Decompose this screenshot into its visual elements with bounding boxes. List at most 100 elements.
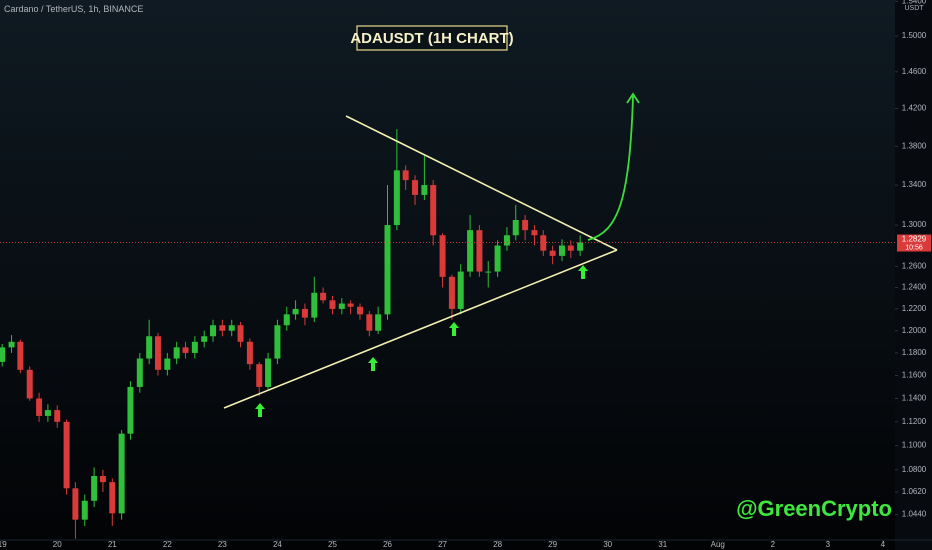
candle-body bbox=[36, 398, 43, 416]
candle-body bbox=[549, 250, 556, 256]
candle-body bbox=[17, 341, 24, 370]
candle-body bbox=[182, 347, 189, 353]
current-price-label: 1.2829 bbox=[902, 235, 927, 244]
support-arrow bbox=[255, 403, 265, 417]
candle-body bbox=[412, 180, 419, 195]
y-tick-label: 1.1400 bbox=[902, 394, 927, 403]
candle-body bbox=[567, 245, 574, 251]
x-tick-label: 25 bbox=[328, 540, 337, 549]
candle-body bbox=[8, 341, 15, 348]
candle-body bbox=[384, 225, 391, 315]
candle-body bbox=[219, 325, 226, 331]
x-tick-label: 20 bbox=[53, 540, 62, 549]
y-tick-label: 1.5400 bbox=[902, 0, 927, 5]
candle-body bbox=[439, 235, 446, 277]
y-tick-label: 1.3400 bbox=[902, 180, 927, 189]
triangle-lower-line bbox=[223, 249, 618, 409]
candle-body bbox=[476, 230, 483, 272]
x-tick-label: 2 bbox=[771, 540, 776, 549]
y-tick-label: 1.1200 bbox=[902, 417, 927, 426]
x-tick-label: 24 bbox=[273, 540, 282, 549]
candle-body bbox=[540, 235, 547, 251]
candle-body bbox=[228, 325, 235, 331]
y-tick-label: 1.0800 bbox=[902, 465, 927, 474]
y-tick-label: 1.3000 bbox=[902, 220, 927, 229]
candle-body bbox=[577, 242, 584, 251]
candle-body bbox=[457, 271, 464, 309]
candle-body bbox=[54, 410, 61, 422]
candle-body bbox=[81, 500, 88, 520]
candle-body bbox=[301, 308, 308, 318]
candle-body bbox=[366, 314, 373, 331]
x-tick-label: 21 bbox=[108, 540, 117, 549]
candle-body bbox=[210, 325, 217, 337]
candle-body bbox=[191, 341, 198, 353]
candle-body bbox=[485, 271, 492, 273]
candle-body bbox=[375, 314, 382, 331]
current-price-box bbox=[897, 234, 931, 252]
candle-body bbox=[503, 235, 510, 246]
candle-body bbox=[99, 475, 106, 483]
price-unit: USDT bbox=[904, 5, 924, 12]
candle-body bbox=[146, 336, 153, 359]
x-tick-label: 19 bbox=[0, 540, 7, 549]
candle-body bbox=[558, 245, 565, 256]
y-tick-label: 1.1600 bbox=[902, 371, 927, 380]
y-tick-label: 1.4200 bbox=[902, 104, 927, 113]
candle-body bbox=[265, 358, 272, 387]
candle-body bbox=[246, 341, 253, 365]
x-tick-label: 29 bbox=[548, 540, 557, 549]
y-tick-label: 1.0620 bbox=[902, 487, 927, 496]
candle-body bbox=[283, 314, 290, 326]
y-tick-label: 1.0440 bbox=[902, 510, 927, 519]
title-box bbox=[356, 25, 508, 51]
candle-body bbox=[393, 170, 400, 226]
candle-body bbox=[256, 364, 263, 387]
candle-body bbox=[237, 325, 244, 342]
plot-area bbox=[0, 129, 584, 539]
candle-body bbox=[531, 230, 538, 236]
y-tick-label: 1.1000 bbox=[902, 441, 927, 450]
y-tick-label: 1.4600 bbox=[902, 67, 927, 76]
candle-body bbox=[118, 433, 125, 514]
candle-body bbox=[91, 475, 98, 501]
candle-body bbox=[63, 421, 70, 489]
breakout-curve bbox=[587, 95, 634, 241]
candle-body bbox=[26, 369, 33, 399]
support-arrow bbox=[449, 322, 459, 336]
header: Cardano / TetherUS, 1h, BINANCE bbox=[4, 4, 143, 14]
candle-body bbox=[154, 336, 161, 370]
triangle-upper-line bbox=[345, 115, 618, 251]
candle-body bbox=[173, 347, 180, 359]
breakout-arrowhead bbox=[626, 92, 640, 104]
candle-body bbox=[320, 292, 327, 301]
candle-body bbox=[72, 488, 79, 520]
y-tick-label: 1.2400 bbox=[902, 283, 927, 292]
price-axis-panel bbox=[895, 0, 932, 550]
y-tick-label: 1.3800 bbox=[902, 141, 927, 150]
y-tick-label: 1.1800 bbox=[902, 348, 927, 357]
candle-body bbox=[292, 308, 299, 315]
x-tick-label: 31 bbox=[658, 540, 667, 549]
support-arrows bbox=[255, 265, 588, 417]
candle-body bbox=[329, 300, 336, 309]
x-tick-label: 28 bbox=[493, 540, 502, 549]
candle-body bbox=[127, 386, 134, 434]
x-tick-label: 23 bbox=[218, 540, 227, 549]
candle-body bbox=[467, 230, 474, 272]
y-tick-label: 1.2200 bbox=[902, 304, 927, 313]
support-arrow bbox=[578, 265, 588, 279]
candle-body bbox=[448, 276, 455, 309]
candle-body bbox=[430, 185, 437, 236]
support-arrow bbox=[368, 357, 378, 371]
x-tick-label: 4 bbox=[881, 540, 886, 549]
y-tick-label: 1.2600 bbox=[902, 261, 927, 270]
candle-body bbox=[164, 358, 171, 370]
candle-body bbox=[522, 219, 529, 231]
candle-body bbox=[512, 219, 519, 236]
candle-body bbox=[44, 410, 51, 416]
x-tick-label: Aug bbox=[711, 540, 725, 549]
current-time-label: 10:56 bbox=[905, 244, 923, 251]
